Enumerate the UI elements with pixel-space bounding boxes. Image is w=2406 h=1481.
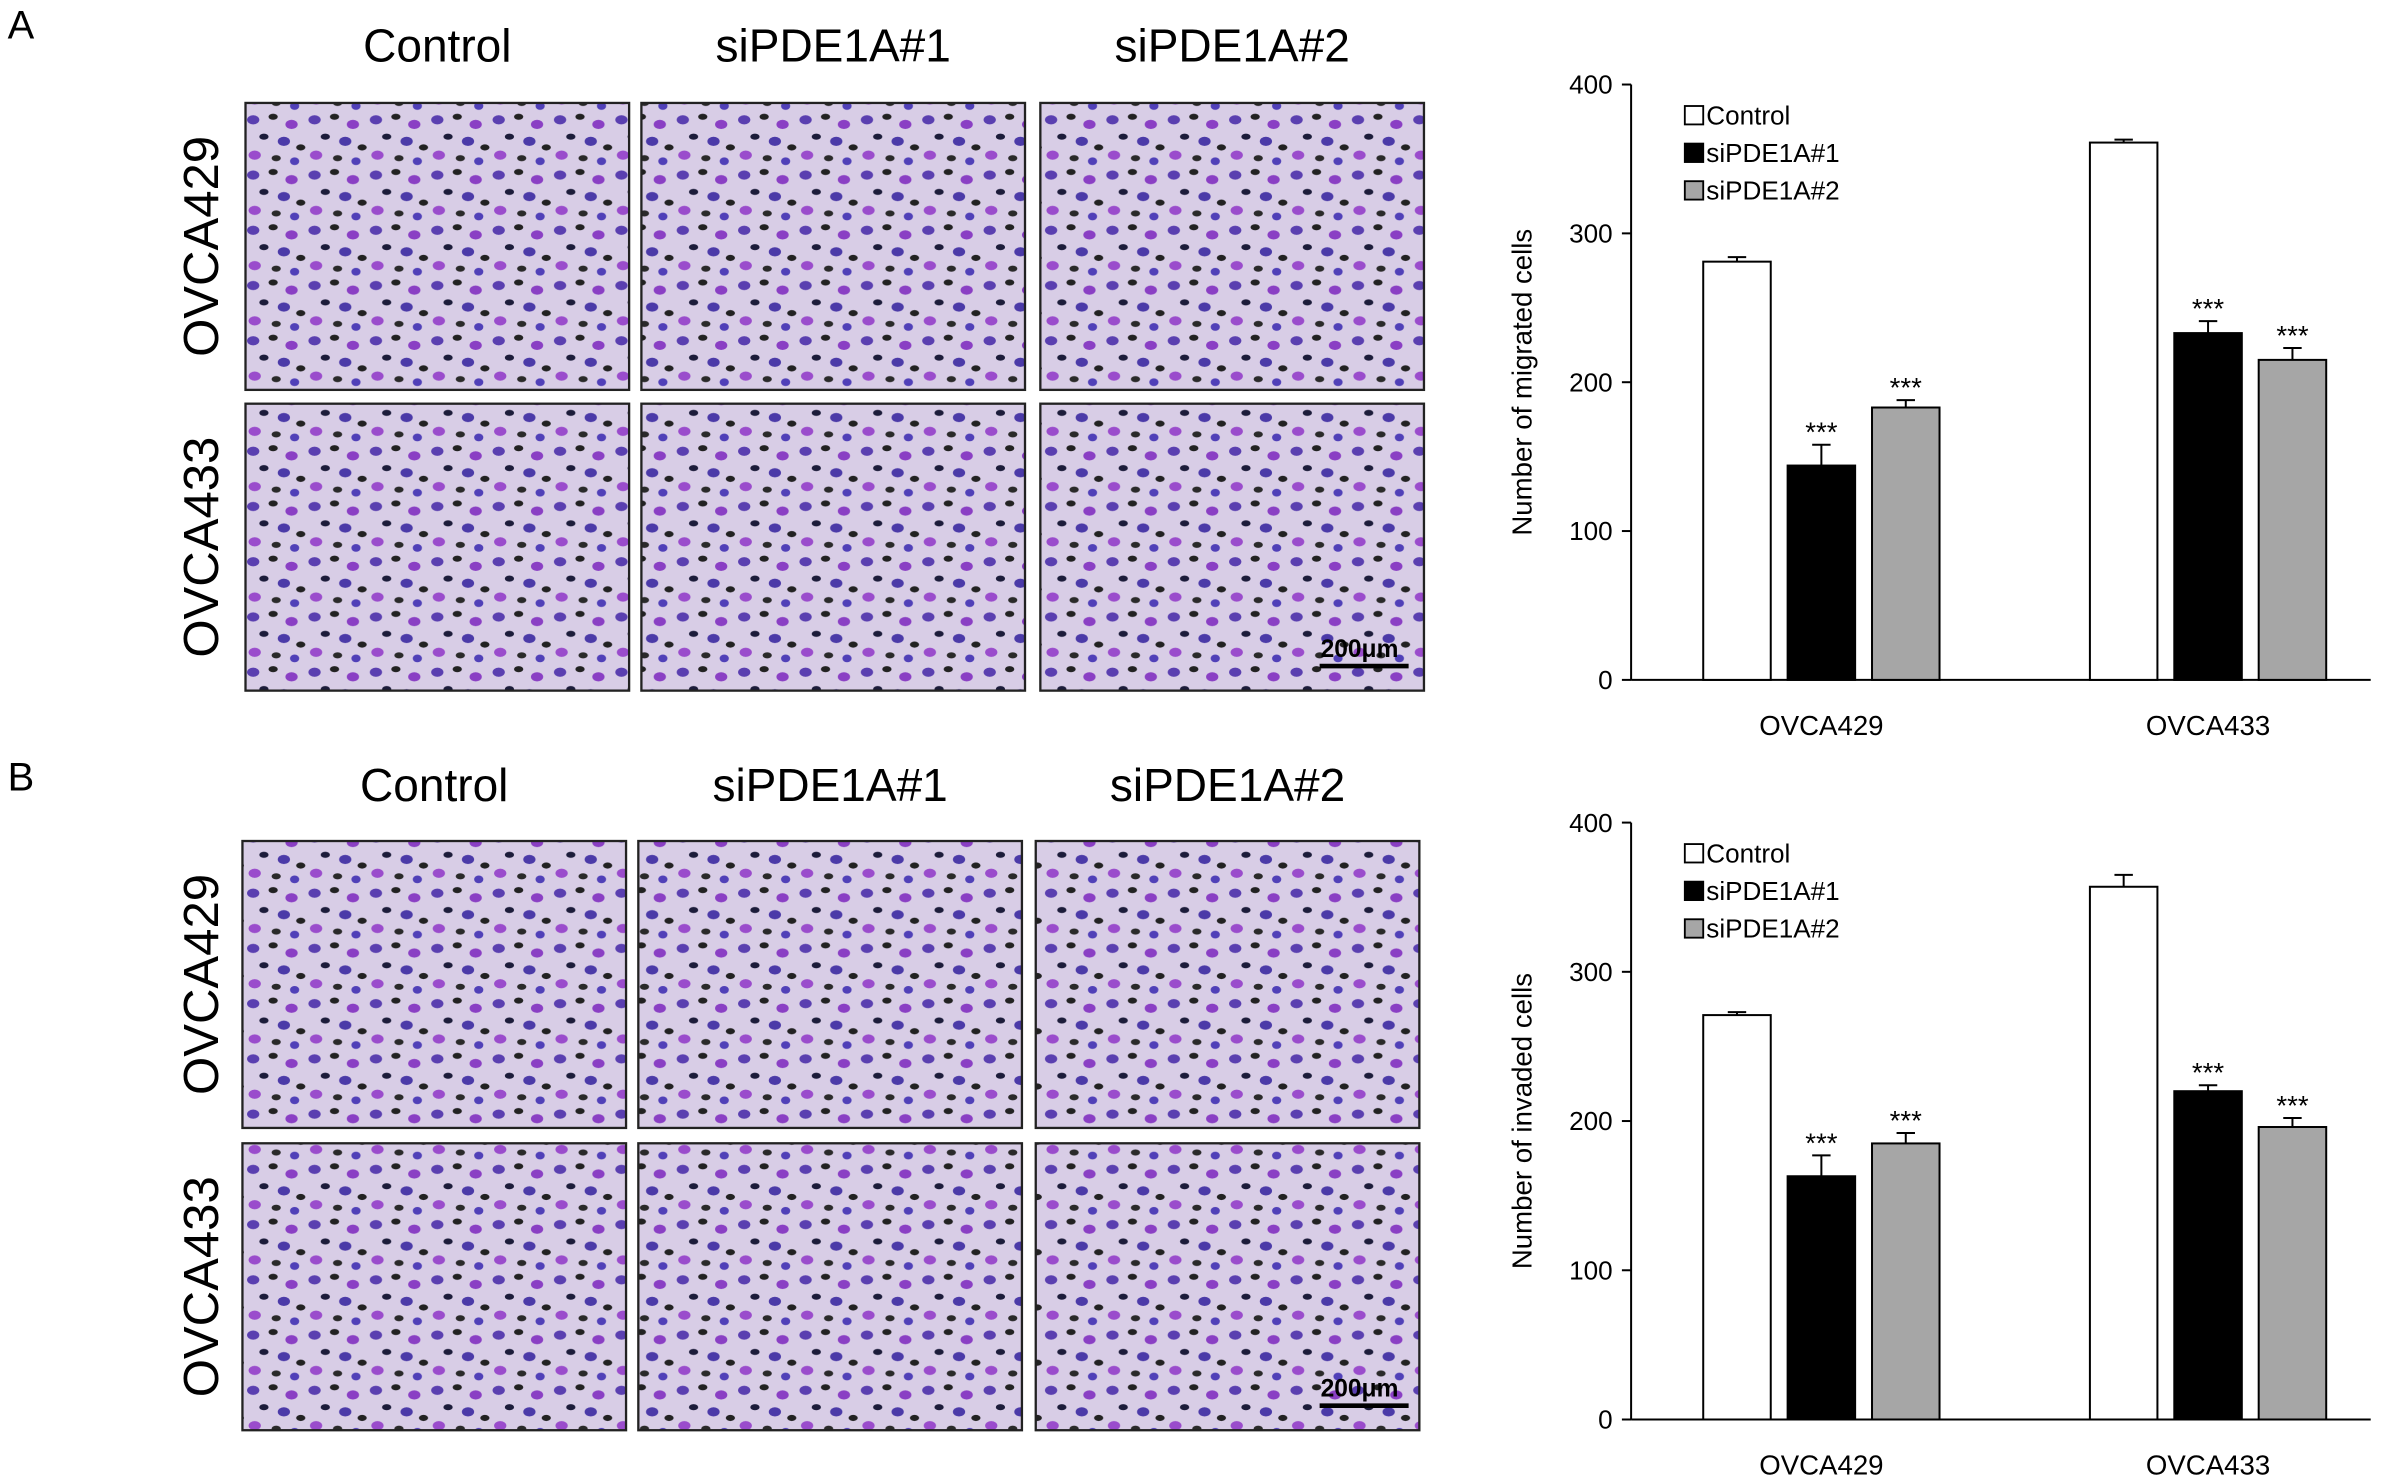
y-tick-label: 400 (1569, 808, 1613, 838)
legend-swatch (1683, 880, 1705, 902)
legend-label: siPDE1A#1 (1706, 876, 1839, 906)
significance-label: *** (2276, 1090, 2308, 1121)
bar (1871, 406, 1941, 681)
y-tick-label: 300 (1569, 957, 1613, 987)
x-tick-label: OVCA433 (2146, 710, 2270, 741)
significance-label: *** (2192, 1057, 2224, 1088)
significance-label: *** (2276, 320, 2308, 351)
row-label: OVCA429 (175, 136, 229, 357)
micrograph (241, 1142, 628, 1432)
x-tick-label: OVCA429 (1759, 710, 1883, 741)
micrograph (241, 839, 628, 1130)
bar (2173, 1090, 2243, 1421)
x-tick-label: OVCA429 (1759, 1450, 1883, 1481)
legend-swatch (1683, 843, 1705, 864)
significance-label: *** (1805, 1127, 1837, 1158)
row-label: OVCA429 (175, 874, 229, 1095)
panel-letter: B (8, 755, 35, 799)
bar (2088, 885, 2159, 1421)
bar (1702, 1014, 1772, 1421)
column-label: siPDE1A#2 (1110, 759, 1345, 811)
scale-bar-label: 200μm (1321, 1375, 1399, 1402)
significance-label: *** (1890, 372, 1922, 403)
legend-label: Control (1706, 100, 1790, 130)
micrograph (637, 839, 1024, 1130)
micrograph (640, 402, 1027, 692)
column-label: siPDE1A#1 (712, 759, 947, 811)
legend-label: siPDE1A#2 (1706, 914, 1839, 944)
significance-label: *** (1805, 417, 1837, 448)
column-label: Control (363, 20, 511, 72)
y-tick-label: 100 (1569, 1255, 1613, 1285)
bar (1702, 260, 1772, 681)
micrograph (637, 1142, 1024, 1432)
y-axis-title: Number of invaded cells (1506, 973, 1537, 1269)
y-tick-label: 200 (1569, 1106, 1613, 1136)
column-label: siPDE1A#2 (1114, 20, 1349, 72)
y-tick-label: 300 (1569, 219, 1613, 249)
y-axis-title: Number of migrated cells (1506, 229, 1537, 536)
panel-letter: A (8, 3, 35, 47)
bar (2257, 1126, 2328, 1421)
y-tick-label: 0 (1598, 1405, 1613, 1435)
legend-swatch (1683, 180, 1705, 201)
legend-swatch (1683, 105, 1705, 126)
scale-bar-label: 200μm (1321, 636, 1399, 663)
micrograph (244, 101, 631, 392)
bar (1786, 1175, 1857, 1421)
legend-label: siPDE1A#2 (1706, 176, 1839, 206)
x-tick-label: OVCA433 (2146, 1450, 2270, 1481)
row-label: OVCA433 (175, 1176, 229, 1397)
legend-label: siPDE1A#1 (1706, 138, 1839, 168)
micrograph (1034, 839, 1421, 1130)
bar (1871, 1142, 1941, 1421)
y-tick-label: 400 (1569, 70, 1613, 100)
bar (2257, 358, 2328, 681)
legend-swatch (1683, 918, 1705, 939)
micrograph (244, 402, 631, 692)
column-label: Control (360, 759, 508, 811)
significance-label: *** (2192, 293, 2224, 324)
bar (2173, 332, 2243, 681)
bar (1786, 464, 1857, 681)
column-label: siPDE1A#1 (716, 20, 951, 72)
image-panels: A Control siPDE1A#1 siPDE1A#2 OVCA429 OVCA433… (8, 3, 1426, 1432)
legend-swatch (1683, 142, 1705, 163)
micrograph (640, 101, 1027, 392)
row-label: OVCA433 (175, 437, 229, 658)
significance-label: *** (1890, 1105, 1922, 1136)
y-tick-label: 100 (1569, 516, 1613, 546)
y-tick-label: 0 (1598, 665, 1613, 695)
micrograph (1034, 1142, 1421, 1432)
micrograph (1039, 101, 1426, 392)
charts: 0 100 200 300 400 Number of migrated cells OVC… (1506, 70, 2371, 1481)
legend-label: Control (1706, 838, 1790, 868)
y-tick-label: 200 (1569, 367, 1613, 397)
bar (2088, 141, 2159, 681)
micrograph (1039, 402, 1426, 692)
